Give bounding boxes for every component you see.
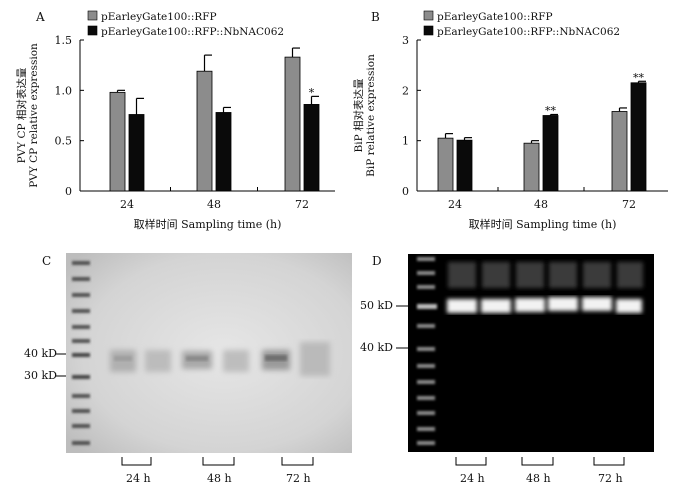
- chart-a-ytick-label: 0.5: [55, 135, 73, 148]
- chart-b-significance-mark: **: [633, 71, 645, 84]
- chart-a-legend-swatch-1: [87, 10, 98, 21]
- chart-a-bar-48-s2: [215, 112, 232, 192]
- gel-c-band-cores: [114, 355, 287, 361]
- gel-d-background: [408, 254, 654, 452]
- chart-b-significance-mark: **: [545, 104, 557, 117]
- gel-c-bands: [110, 342, 330, 376]
- chart-a-xlabel: 取样时间 Sampling time (h): [134, 217, 282, 231]
- chart-a-xtick-label: 24: [120, 198, 134, 211]
- panel-letter-b: B: [371, 10, 380, 24]
- gel-c-marker-40: 40 kD: [24, 347, 57, 360]
- chart-b-ytick-label: 1: [402, 135, 409, 148]
- chart-b-bar-72-s2: [630, 82, 647, 192]
- chart-a-xtick-label: 72: [295, 198, 309, 211]
- chart-b-bar-24-s1: [437, 137, 454, 192]
- gel-c-lane-24h: 24 h: [126, 472, 151, 485]
- gel-d-lane-72h: 72 h: [598, 472, 623, 485]
- chart-b-xtick-label: 24: [448, 198, 462, 211]
- chart-a: 0 0.5 1.0 1.5 24 48 72 * 取样时间 Sampling time (h) P…: [15, 10, 335, 231]
- chart-b-ytick-label: 3: [402, 34, 409, 47]
- gel-d-ladder: [417, 257, 437, 445]
- gel-c-lane-48h: 48 h: [207, 472, 232, 485]
- chart-b-legend-swatch-1: [423, 10, 434, 21]
- chart-b-legend-label-1: pEarleyGate100::RFP: [437, 11, 553, 23]
- chart-b-legend-swatch-2: [423, 25, 434, 36]
- gel-d-bands: [447, 297, 642, 313]
- chart-b-ytick-label: 2: [402, 84, 409, 97]
- chart-a-legend-label-1: pEarleyGate100::RFP: [101, 11, 217, 23]
- panel-letter-d: D: [372, 254, 382, 268]
- gel-d-lane-48h: 48 h: [526, 472, 551, 485]
- bar-charts: 0 0.5 1.0 1.5 24 48 72 * 取样时间 Sampling time (h) P…: [15, 10, 668, 231]
- chart-a-ylabel-cn: PVY CP 相对表达量: [15, 67, 28, 163]
- chart-a-bar-72-s1: [284, 56, 301, 192]
- chart-b-bar-72-s1: [611, 111, 628, 192]
- chart-b-bar-48-s1: [523, 142, 540, 192]
- panel-letter-a: A: [36, 10, 45, 24]
- chart-a-xtick-label: 48: [207, 198, 221, 211]
- gel-c-ladder: [72, 261, 90, 445]
- gel-d-lane-24h: 24 h: [460, 472, 485, 485]
- chart-b-xtick-label: 72: [622, 198, 636, 211]
- chart-b-xlabel: 取样时间 Sampling time (h): [469, 217, 617, 231]
- chart-a-ylabel-en: PVY CP relative expression: [28, 43, 40, 188]
- chart-a-ytick-label: 1.5: [55, 34, 73, 47]
- chart-a-bar-72-s2: [303, 104, 320, 192]
- chart-a-ytick-label: 1.0: [55, 84, 73, 97]
- chart-b: 0 1 2 3 24 48 72 ** ** 取样时间 Sampling time (h) BiP …: [352, 10, 668, 231]
- gel-d-marker-50: 50 kD: [360, 299, 393, 312]
- gel-d-faint-bands: [448, 262, 643, 288]
- chart-a-legend-swatch-2: [87, 25, 98, 36]
- chart-b-ylabel-en: BiP relative expression: [365, 54, 377, 177]
- chart-a-bar-48-s1: [196, 70, 213, 192]
- gel-c-lane-72h: 72 h: [286, 472, 311, 485]
- chart-b-legend-label-2: pEarleyGate100::RFP::NbNAC062: [437, 26, 620, 38]
- chart-a-bar-24-s1: [109, 91, 126, 192]
- chart-a-legend-label-2: pEarleyGate100::RFP::NbNAC062: [101, 26, 284, 38]
- chart-b-ylabel-cn: BiP 相对表达量: [352, 78, 365, 152]
- panel-letter-c: C: [42, 254, 52, 268]
- chart-a-bar-24-s2: [128, 114, 145, 192]
- chart-a-significance-mark: *: [309, 86, 315, 99]
- gel-c-marker-30: 30 kD: [24, 369, 57, 382]
- gel-c-background: [66, 253, 352, 453]
- chart-b-ytick-label: 0: [402, 185, 409, 198]
- chart-b-xtick-label: 48: [534, 198, 548, 211]
- chart-a-ytick-label: 0: [65, 185, 72, 198]
- chart-b-bar-24-s2: [456, 139, 473, 192]
- chart-b-bar-48-s2: [542, 115, 559, 192]
- gel-d-marker-40: 40 kD: [360, 341, 393, 354]
